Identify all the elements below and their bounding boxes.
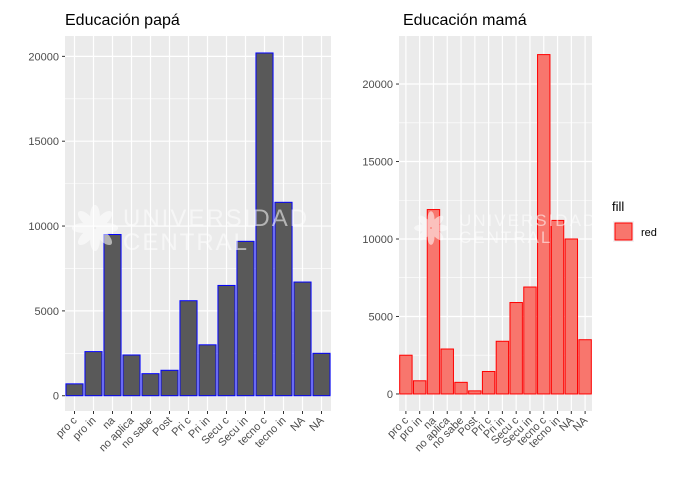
bar-pro-in <box>84 351 103 397</box>
panel-title: Educación mamá <box>403 12 527 29</box>
x-tick-label: NA <box>571 414 591 434</box>
bar-pro-c <box>399 354 413 395</box>
bar-tecno-c <box>537 54 551 395</box>
bar-secu-in <box>523 286 537 395</box>
watermark-logo-icon <box>71 204 119 252</box>
bar-na <box>564 238 579 395</box>
watermark-logo-icon <box>414 211 448 245</box>
legend-key-swatch <box>614 222 633 241</box>
watermark-petal <box>431 215 444 228</box>
y-tick-label: 5000 <box>369 311 393 323</box>
y-tick-label: 20000 <box>362 79 393 91</box>
bar-pri-c <box>179 300 198 397</box>
y-tick-label: 15000 <box>28 136 59 148</box>
watermark-petal <box>418 228 431 241</box>
watermark-petal <box>418 215 431 228</box>
bar-tecno-in <box>274 201 293 397</box>
bar-no-sabe <box>454 381 468 395</box>
bar-pri-in <box>198 344 217 397</box>
bar-pri-in <box>495 340 510 395</box>
x-tick-label: Post <box>151 415 175 439</box>
bar-no-aplica <box>122 354 141 397</box>
y-tick-label: 0 <box>53 391 59 403</box>
bar-na <box>293 281 312 397</box>
y-tick-label: 15000 <box>362 157 393 169</box>
x-tick-label: NA <box>307 414 327 434</box>
bar-secu-in <box>236 240 255 397</box>
legend-title: fill <box>612 199 624 214</box>
bar-pri-c <box>481 370 496 395</box>
bar-tecno-c <box>255 52 274 397</box>
watermark-petal <box>95 228 113 246</box>
bar-pro-in <box>412 380 427 395</box>
watermark-petal <box>431 228 444 241</box>
bar-na <box>103 234 122 397</box>
bar-pro-c <box>65 383 84 397</box>
bar-na <box>312 352 331 397</box>
watermark-petal <box>77 210 95 228</box>
watermark-line-1: UNIVERSIDAD <box>123 205 309 232</box>
legend-label: red <box>641 227 657 239</box>
x-tick-label: NA <box>288 414 308 434</box>
y-tick-label: 0 <box>387 389 393 401</box>
bar-no-aplica <box>440 348 454 395</box>
bar-post <box>468 390 482 395</box>
watermark-petal <box>77 228 95 246</box>
panel-title: Educación papá <box>65 12 180 29</box>
y-tick-label: 10000 <box>28 221 59 233</box>
y-tick-label: 5000 <box>35 306 59 318</box>
bar-post <box>160 369 179 397</box>
bar-secu-c <box>217 284 236 397</box>
bar-na <box>578 339 592 395</box>
bar-secu-c <box>509 302 523 395</box>
bar-na <box>426 209 441 395</box>
y-tick-label: 20000 <box>28 51 59 63</box>
legend: fill red <box>612 199 657 242</box>
watermark-petal <box>95 210 113 228</box>
watermark-line-1: UNIVERSIDAD <box>459 211 597 230</box>
watermark-line-2: CENTRAL <box>459 228 552 247</box>
watermark-line-2: CENTRAL <box>123 229 249 256</box>
bar-tecno-in <box>550 219 565 395</box>
bar-no-sabe <box>141 373 160 397</box>
y-tick-label: 10000 <box>362 234 393 246</box>
